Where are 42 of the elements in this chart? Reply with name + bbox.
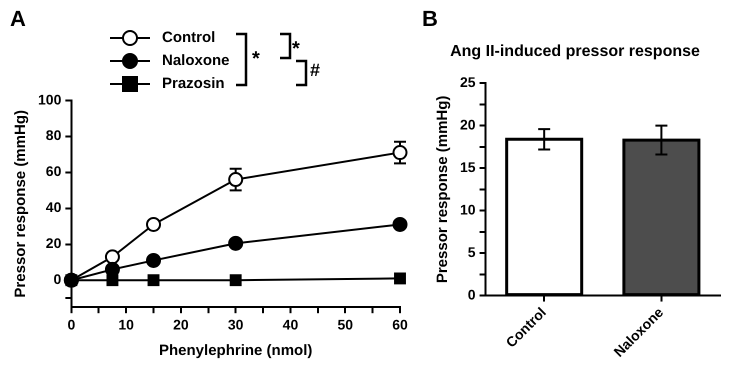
x-tick-label: 40: [282, 316, 298, 332]
y-tick-label: 0: [468, 286, 476, 302]
point: [148, 274, 160, 286]
legend-label: Naloxone: [162, 52, 230, 69]
point: [230, 274, 242, 286]
y-tick-label: 0: [54, 271, 62, 288]
text: A: [10, 6, 26, 32]
legend-label: Prazosin: [162, 75, 225, 92]
point: [394, 272, 406, 284]
x-tick-label: 60: [392, 316, 408, 332]
y-axis-title: Pressor response (mmHg): [12, 110, 30, 298]
point: [106, 274, 118, 286]
point: [228, 172, 244, 188]
x-tick-label: 10: [118, 316, 134, 332]
y-tick-label: 10: [460, 201, 476, 218]
text: #: [310, 60, 320, 81]
y-tick-label: 60: [46, 163, 62, 180]
y-tick-label: 5: [468, 244, 476, 260]
x-tick-label: 50: [337, 316, 354, 332]
y-tick-label: 80: [46, 127, 62, 144]
text: B: [422, 6, 438, 32]
point: [146, 216, 162, 232]
point: [146, 252, 162, 268]
chart-title: Ang II-induced pressor response: [450, 43, 700, 60]
y-axis-title: Pressor response (mmHg): [434, 96, 452, 284]
y-tick-label: 25: [460, 74, 476, 90]
y-tick-label: 20: [460, 116, 476, 133]
y-tick-label: 40: [46, 199, 62, 216]
point: [392, 216, 408, 232]
x-tick-label: 0: [67, 316, 76, 332]
text: *: [292, 38, 300, 61]
y-tick-label: 15: [460, 159, 476, 176]
x-tick-label: 20: [173, 316, 189, 332]
legend-label: Control: [162, 29, 216, 46]
point: [392, 145, 408, 160]
point: [104, 249, 120, 264]
point: [228, 236, 244, 251]
text: *: [252, 48, 260, 71]
x-axis-title: Phenylephrine (nmol): [159, 342, 312, 360]
y-tick-label: 20: [46, 235, 62, 252]
x-tick-label: 30: [228, 316, 244, 332]
y-tick-label: 100: [38, 91, 62, 108]
